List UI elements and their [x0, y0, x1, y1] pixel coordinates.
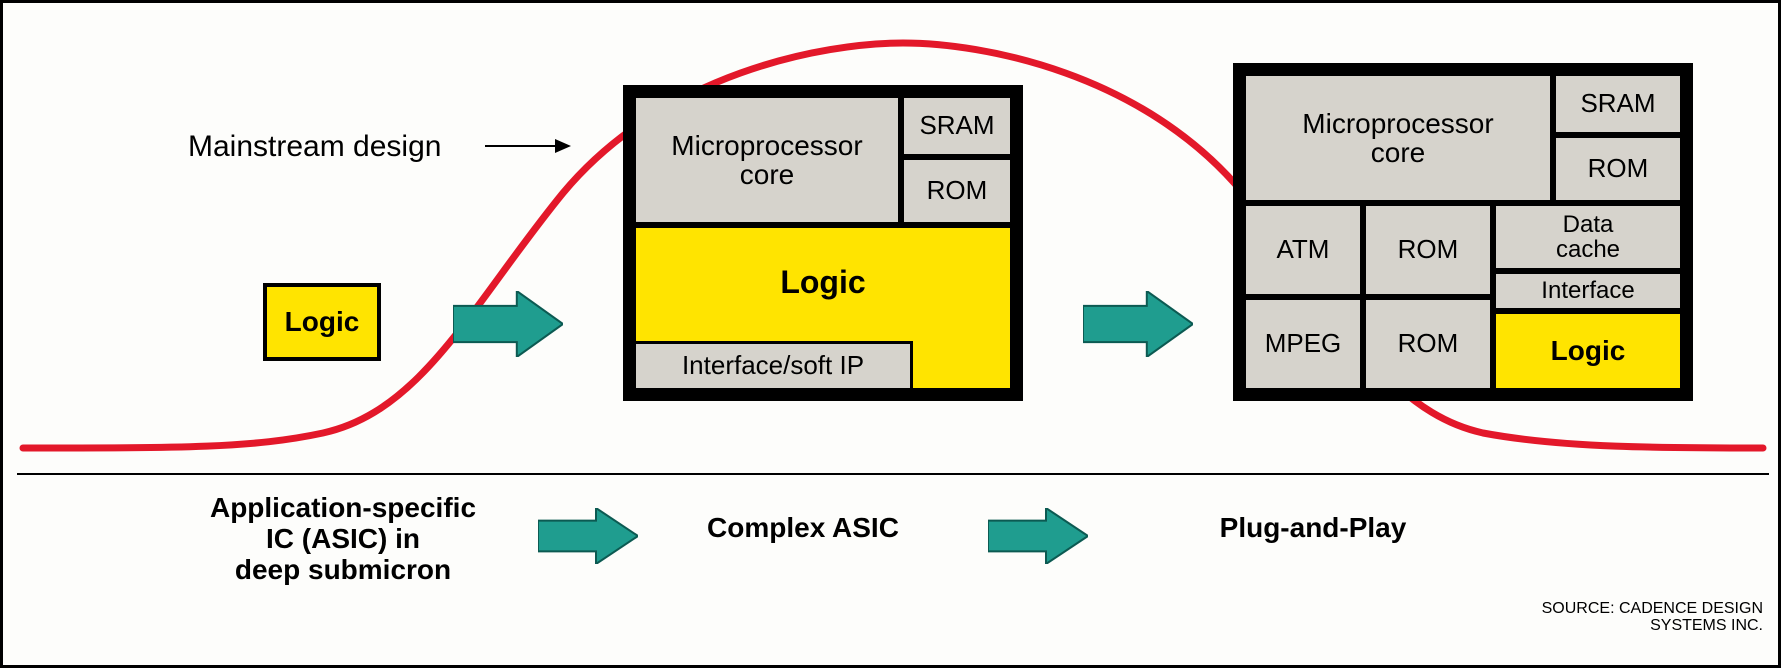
chip-complex-sram: SRAM: [901, 95, 1013, 157]
flow-arrow-bottom-1-icon: [538, 508, 638, 564]
chip-simple-label: Logic: [285, 307, 360, 336]
chip-complex-logic-label: Logic: [780, 266, 865, 300]
bottom-label-asic: Application-specificIC (ASIC) indeep sub…: [158, 493, 528, 585]
chip-pnp-rom3: ROM: [1363, 297, 1493, 391]
bottom-label-complex: Complex ASIC: [653, 513, 953, 544]
chip-pnp-atm-label: ATM: [1277, 236, 1330, 263]
chip-pnp-micro-label: Microprocessorcore: [1302, 109, 1493, 168]
chip-complex-ifip: Interface/soft IP: [633, 341, 913, 391]
bottom-label-pnp: Plug-and-Play: [1163, 513, 1463, 544]
chip-complex-micro-label: Microprocessorcore: [671, 131, 862, 190]
chip-pnp-iface-label: Interface: [1541, 278, 1634, 303]
chip-complex-sram-label: SRAM: [919, 112, 994, 139]
chip-pnp-rom2: ROM: [1363, 203, 1493, 297]
chip-pnp-dcache: Datacache: [1493, 203, 1683, 271]
chip-pnp-rom3-label: ROM: [1398, 330, 1459, 357]
chip-complex: Microprocessorcore SRAM ROM Logic Interface/…: [623, 85, 1023, 401]
chip-pnp-mpeg: MPEG: [1243, 297, 1363, 391]
chip-simple: Logic: [263, 283, 381, 361]
chip-pnp-rom1-label: ROM: [1588, 155, 1649, 182]
chip-pnp: Microprocessorcore SRAM ROM ATM ROM Datacache…: [1233, 63, 1693, 401]
chip-complex-micro: Microprocessorcore: [633, 95, 901, 225]
chip-pnp-logic-label: Logic: [1551, 336, 1626, 365]
figure-frame: Mainstream designLogicMicroprocessorcore…: [0, 0, 1781, 668]
source-credit: SOURCE: CADENCE DESIGNSYSTEMS INC.: [1473, 601, 1763, 635]
chip-pnp-atm: ATM: [1243, 203, 1363, 297]
chip-pnp-sram: SRAM: [1553, 73, 1683, 135]
flow-arrow-bottom-2-icon: [988, 508, 1088, 564]
chip-pnp-dcache-label: Datacache: [1556, 212, 1620, 262]
chip-pnp-sram-label: SRAM: [1580, 90, 1655, 117]
chip-pnp-logic: Logic: [1493, 311, 1683, 391]
flow-arrow-top-1-icon: [453, 291, 563, 357]
chip-pnp-micro: Microprocessorcore: [1243, 73, 1553, 203]
chip-pnp-rom2-label: ROM: [1398, 236, 1459, 263]
flow-arrow-top-2-icon: [1083, 291, 1193, 357]
chip-complex-rom: ROM: [901, 157, 1013, 225]
chip-pnp-mpeg-label: MPEG: [1265, 330, 1342, 357]
chip-complex-rom-label: ROM: [927, 177, 988, 204]
chip-pnp-rom1: ROM: [1553, 135, 1683, 203]
chip-complex-ifip-label: Interface/soft IP: [682, 352, 864, 379]
chip-pnp-iface: Interface: [1493, 271, 1683, 311]
